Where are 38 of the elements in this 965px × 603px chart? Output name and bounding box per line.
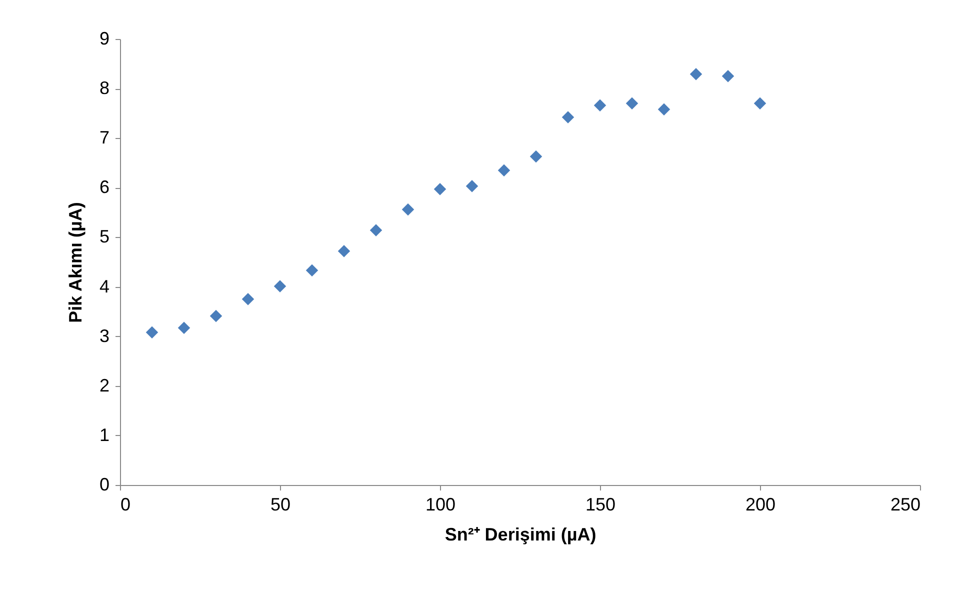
y-tick-label: 5 (99, 226, 110, 247)
y-tick-label: 6 (99, 177, 110, 198)
y-tick-label: 2 (99, 375, 110, 396)
point (434, 183, 446, 196)
y-tick-label: 8 (99, 78, 110, 98)
point (754, 97, 766, 110)
point (402, 203, 414, 216)
point (338, 244, 350, 258)
point (146, 326, 158, 338)
y-tick-label: 9 (99, 28, 110, 48)
point (722, 70, 734, 82)
point (626, 97, 638, 110)
point (178, 322, 190, 334)
x-tick-label: 0 (120, 494, 131, 514)
y-tick-label: 0 (99, 474, 110, 494)
x-tick-label: 100 (425, 494, 456, 514)
point (242, 293, 254, 306)
point (658, 103, 670, 116)
y-axis-title: Pik Akımı (µA) (65, 202, 86, 323)
x-tick-label: 250 (890, 494, 920, 514)
x-tick-label: 150 (585, 494, 616, 514)
point (370, 224, 382, 236)
y-tick-label: 7 (99, 128, 110, 148)
point (274, 280, 286, 292)
point (210, 310, 222, 322)
point (466, 180, 478, 192)
point (306, 264, 318, 277)
y-tick-label: 1 (99, 424, 110, 445)
point (498, 164, 510, 176)
point (690, 68, 702, 80)
x-tick-label: 200 (745, 494, 776, 514)
x-axis-title: Sn²⁺ Derişimi (µA) (444, 524, 596, 544)
point (530, 150, 542, 163)
y-tick-label: 3 (99, 326, 110, 346)
point (562, 111, 574, 124)
y-tick-label: 4 (99, 276, 110, 296)
point (594, 99, 606, 112)
x-tick-label: 50 (270, 494, 291, 514)
